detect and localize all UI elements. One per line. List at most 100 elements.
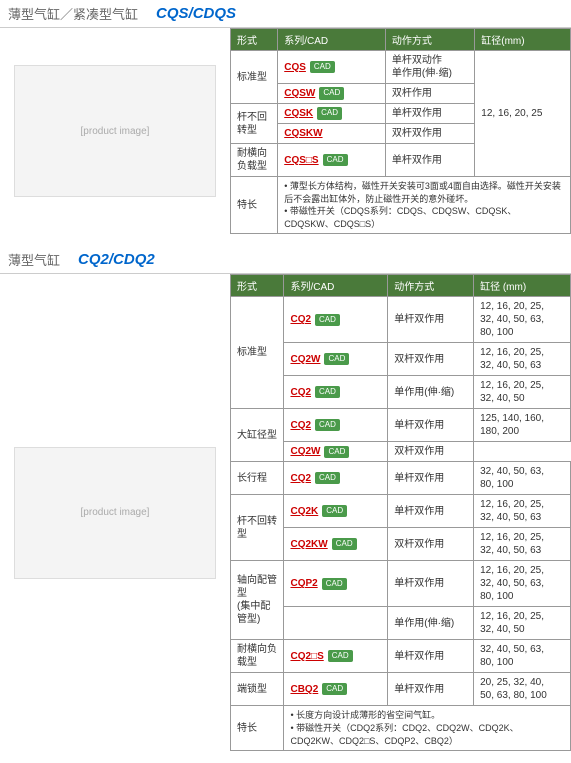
series-link[interactable]: CQ2□S <box>290 651 323 662</box>
spec-table: 形式系列/CAD动作方式缸径(mm)标准型CQSCAD单杆双动作 单作用(伸·缩… <box>230 28 571 234</box>
section-model: CQS/CDQS <box>156 5 236 22</box>
cad-badge[interactable]: CAD <box>322 505 347 517</box>
bore-cell: 12, 16, 20, 25, 32, 40, 50 <box>474 376 571 409</box>
bore-cell: 12, 16, 20, 25, 32, 40, 50, 63 <box>474 495 571 528</box>
feature-bullet: 带磁性开关（CDQ2系列：CDQ2、CDQ2W、CDQ2K、CDQ2KW、CDQ… <box>290 722 564 747</box>
table-row: 轴向配管型 (集中配管型)CQP2CAD单杆双作用12, 16, 20, 25,… <box>231 561 571 607</box>
series-cell: CQS CAD <box>278 51 386 84</box>
type-cell: 杆不回转型 <box>231 495 284 561</box>
feature-row: 特长薄型长方体结构，磁性开关安装可3面或4面自由选择。磁性开关安装后不会露出缸体… <box>231 177 571 234</box>
series-link[interactable]: CQS <box>284 62 306 73</box>
feature-label: 特长 <box>231 706 284 751</box>
series-cell: CQ2W CAD <box>284 343 388 376</box>
cad-badge[interactable]: CAD <box>322 578 347 590</box>
bore-cell: 12, 16, 20, 25, 32, 40, 50, 63 <box>474 528 571 561</box>
series-cell: CQSK CAD <box>278 104 386 124</box>
bore-cell: 12, 16, 20, 25, 32, 40, 50, 63, 80, 100 <box>474 561 571 607</box>
series-link[interactable]: CQSKW <box>284 128 322 139</box>
type-cell: 端锁型 <box>231 673 284 706</box>
series-link[interactable]: CQS□S <box>284 155 318 166</box>
series-link[interactable]: CQ2KW <box>290 539 327 550</box>
type-cell: 轴向配管型 (集中配管型) <box>231 561 284 640</box>
action-cell: 单作用(伸·缩) <box>388 376 474 409</box>
cad-badge[interactable]: CAD <box>315 419 340 431</box>
series-cell: CQSKW <box>278 124 386 144</box>
cad-badge[interactable]: CAD <box>315 314 340 326</box>
cad-badge[interactable]: CAD <box>317 107 342 119</box>
series-link[interactable]: CBQ2 <box>290 684 318 695</box>
cad-badge[interactable]: CAD <box>324 446 349 458</box>
action-cell: 双杆双作用 <box>388 528 474 561</box>
section-header: 薄型气缸CQ2/CDQ2 <box>0 246 571 274</box>
action-cell: 单杆双作用 <box>388 673 474 706</box>
section-header: 薄型气缸／紧凑型气缸 CQS/CDQS <box>0 0 571 28</box>
action-cell: 单作用(伸·缩) <box>388 607 474 640</box>
cad-badge[interactable]: CAD <box>324 353 349 365</box>
feature-bullet: 薄型长方体结构，磁性开关安装可3面或4面自由选择。磁性开关安装后不会露出缸体外，… <box>284 180 564 205</box>
table-row: 杆不回转型CQ2KCAD单杆双作用12, 16, 20, 25, 32, 40,… <box>231 495 571 528</box>
cad-badge[interactable]: CAD <box>322 683 347 695</box>
table-header: 系列/CAD <box>284 275 388 297</box>
type-cell: 大缸径型 <box>231 409 284 462</box>
table-row: 长行程CQ2CAD单杆双作用32, 40, 50, 63, 80, 100 <box>231 462 571 495</box>
series-link[interactable]: CQ2K <box>290 506 318 517</box>
series-link[interactable]: CQP2 <box>290 578 317 589</box>
cad-badge[interactable]: CAD <box>310 61 335 73</box>
series-cell <box>284 607 388 640</box>
action-cell: 双杆双作用 <box>388 442 474 462</box>
series-link[interactable]: CQ2 <box>290 420 311 431</box>
spec-table: 形式系列/CAD动作方式缸径 (mm)标准型CQ2CAD单杆双作用12, 16,… <box>230 274 571 751</box>
series-link[interactable]: CQ2 <box>290 473 311 484</box>
section-title: 薄型气缸／紧凑型气缸 <box>8 4 138 23</box>
action-cell: 单杆双作用 <box>388 640 474 673</box>
action-cell: 单杆双作用 <box>385 144 474 177</box>
table-header: 缸径(mm) <box>475 29 571 51</box>
action-cell: 单杆双作用 <box>388 462 474 495</box>
action-cell: 双杆作用 <box>385 84 474 104</box>
series-cell: CQ2 CAD <box>284 409 388 442</box>
series-cell: CQ2 CAD <box>284 462 388 495</box>
cad-badge[interactable]: CAD <box>328 650 353 662</box>
action-cell: 单杆双作用 <box>388 561 474 607</box>
bore-cell: 32, 40, 50, 63, 80, 100 <box>474 462 571 495</box>
series-link[interactable]: CQSK <box>284 108 313 119</box>
feature-label: 特长 <box>231 177 278 234</box>
table-header: 动作方式 <box>385 29 474 51</box>
series-cell: CBQ2 CAD <box>284 673 388 706</box>
bore-cell: 12, 16, 20, 25 <box>475 51 571 177</box>
type-cell: 标准型 <box>231 297 284 409</box>
series-cell: CQS□S CAD <box>278 144 386 177</box>
type-cell: 标准型 <box>231 51 278 104</box>
image-area: [product image] <box>0 274 230 751</box>
type-cell: 杆不回转型 <box>231 104 278 144</box>
table-header: 形式 <box>231 29 278 51</box>
series-link[interactable]: CQ2 <box>290 387 311 398</box>
action-cell: 单杆双作用 <box>388 495 474 528</box>
cad-badge[interactable]: CAD <box>315 386 340 398</box>
action-cell: 单杆双作用 <box>388 297 474 343</box>
type-cell: 耐横向负载型 <box>231 144 278 177</box>
cad-badge[interactable]: CAD <box>323 154 348 166</box>
series-link[interactable]: CQSW <box>284 88 315 99</box>
series-link[interactable]: CQ2W <box>290 354 320 365</box>
cad-badge[interactable]: CAD <box>315 472 340 484</box>
series-cell: CQ2 CAD <box>284 297 388 343</box>
action-cell: 双杆双作用 <box>388 343 474 376</box>
section-body: [product image]形式系列/CAD动作方式缸径(mm)标准型CQSC… <box>0 28 571 234</box>
bore-cell: 12, 16, 20, 25, 32, 40, 50 <box>474 607 571 640</box>
feature-bullet: 带磁性开关（CDQS系列：CDQS、CDQSW、CDQSK、CDQSKW、CDQ… <box>284 205 564 230</box>
bore-cell: 125, 140, 160, 180, 200 <box>474 409 571 442</box>
action-cell: 单杆双作用 <box>388 409 474 442</box>
cad-badge[interactable]: CAD <box>332 538 357 550</box>
cad-badge[interactable]: CAD <box>319 87 344 99</box>
section-body: [product image]形式系列/CAD动作方式缸径 (mm)标准型CQ2… <box>0 274 571 751</box>
series-link[interactable]: CQ2W <box>290 446 320 457</box>
action-cell: 单杆双动作 单作用(伸·缩) <box>385 51 474 84</box>
table-row: 标准型CQSCAD单杆双动作 单作用(伸·缩)12, 16, 20, 25 <box>231 51 571 84</box>
series-link[interactable]: CQ2 <box>290 314 311 325</box>
feature-row: 特长长度方向设计成薄形的省空间气缸。带磁性开关（CDQ2系列：CDQ2、CDQ2… <box>231 706 571 751</box>
table-row: 端锁型CBQ2CAD单杆双作用20, 25, 32, 40, 50, 63, 8… <box>231 673 571 706</box>
table-header: 动作方式 <box>388 275 474 297</box>
bore-cell: 12, 16, 20, 25, 32, 40, 50, 63 <box>474 343 571 376</box>
section-title: 薄型气缸 <box>8 250 60 269</box>
